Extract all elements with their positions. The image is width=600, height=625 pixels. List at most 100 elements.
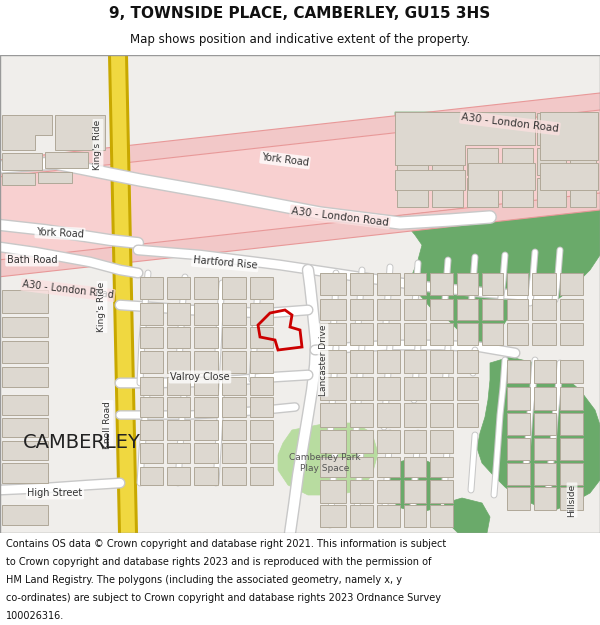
Polygon shape	[457, 299, 478, 320]
Polygon shape	[140, 277, 163, 299]
Polygon shape	[194, 351, 218, 373]
Polygon shape	[320, 457, 346, 477]
Polygon shape	[320, 403, 346, 427]
Text: King's Ride: King's Ride	[97, 282, 107, 332]
Polygon shape	[404, 457, 426, 477]
Text: Bath Road: Bath Road	[7, 255, 57, 265]
Polygon shape	[250, 327, 273, 348]
Polygon shape	[2, 367, 48, 387]
Polygon shape	[350, 480, 373, 503]
Polygon shape	[320, 299, 346, 320]
Polygon shape	[194, 420, 218, 440]
Polygon shape	[404, 323, 426, 345]
Polygon shape	[320, 323, 346, 345]
Polygon shape	[250, 303, 273, 325]
Polygon shape	[560, 387, 583, 410]
Polygon shape	[320, 505, 346, 527]
Text: High Street: High Street	[28, 488, 83, 498]
Polygon shape	[457, 350, 478, 373]
Polygon shape	[167, 397, 190, 417]
Polygon shape	[432, 178, 463, 207]
Text: CAMBERLEY: CAMBERLEY	[23, 434, 141, 452]
Polygon shape	[507, 273, 528, 295]
Polygon shape	[250, 443, 273, 463]
Polygon shape	[2, 341, 48, 363]
Polygon shape	[2, 463, 48, 483]
Polygon shape	[404, 273, 426, 295]
Polygon shape	[2, 441, 48, 460]
Polygon shape	[397, 113, 428, 145]
Polygon shape	[404, 505, 426, 527]
Polygon shape	[507, 323, 528, 345]
Polygon shape	[560, 360, 583, 383]
Polygon shape	[430, 377, 453, 400]
Polygon shape	[2, 290, 48, 313]
Polygon shape	[222, 443, 246, 463]
Text: York Road: York Road	[36, 227, 84, 239]
Polygon shape	[350, 403, 373, 427]
Polygon shape	[457, 377, 478, 400]
Polygon shape	[404, 403, 426, 427]
Polygon shape	[377, 430, 400, 453]
Polygon shape	[507, 413, 530, 435]
Polygon shape	[140, 397, 163, 417]
Polygon shape	[0, 110, 600, 260]
Polygon shape	[38, 172, 72, 183]
Polygon shape	[570, 148, 596, 175]
Polygon shape	[467, 148, 498, 175]
Polygon shape	[2, 395, 48, 415]
Polygon shape	[477, 357, 600, 510]
Polygon shape	[432, 113, 463, 145]
Polygon shape	[430, 273, 453, 295]
Polygon shape	[534, 438, 556, 460]
Polygon shape	[350, 430, 373, 453]
Polygon shape	[250, 351, 273, 373]
Polygon shape	[560, 438, 583, 460]
Polygon shape	[167, 443, 190, 463]
Polygon shape	[397, 148, 428, 175]
Polygon shape	[377, 377, 400, 400]
Polygon shape	[194, 377, 218, 395]
Polygon shape	[140, 467, 163, 485]
Polygon shape	[507, 360, 530, 383]
Text: Lancaster Drive: Lancaster Drive	[319, 324, 328, 396]
Polygon shape	[140, 327, 163, 348]
Polygon shape	[430, 430, 453, 453]
Polygon shape	[467, 113, 498, 145]
Polygon shape	[350, 273, 373, 295]
Polygon shape	[404, 299, 426, 320]
Polygon shape	[560, 323, 583, 345]
Polygon shape	[395, 112, 535, 165]
Polygon shape	[320, 350, 346, 373]
Polygon shape	[430, 299, 453, 320]
Polygon shape	[350, 299, 373, 320]
Polygon shape	[250, 467, 273, 485]
Text: to Crown copyright and database rights 2023 and is reproduced with the permissio: to Crown copyright and database rights 2…	[6, 558, 431, 568]
Polygon shape	[222, 397, 246, 417]
Text: Valroy Close: Valroy Close	[170, 372, 230, 382]
Text: 9, TOWNSIDE PLACE, CAMBERLEY, GU15 3HS: 9, TOWNSIDE PLACE, CAMBERLEY, GU15 3HS	[109, 6, 491, 21]
Polygon shape	[320, 273, 346, 295]
Polygon shape	[2, 317, 48, 337]
Polygon shape	[250, 277, 273, 299]
Polygon shape	[167, 377, 190, 395]
Polygon shape	[108, 55, 138, 533]
Text: Knoll Road: Knoll Road	[104, 401, 113, 449]
Polygon shape	[222, 351, 246, 373]
Polygon shape	[430, 350, 453, 373]
Polygon shape	[167, 303, 190, 325]
Polygon shape	[250, 420, 273, 440]
Text: A30 - London Road: A30 - London Road	[291, 206, 389, 228]
Text: York Road: York Road	[260, 152, 310, 168]
Polygon shape	[111, 55, 135, 533]
Polygon shape	[397, 178, 428, 207]
Polygon shape	[194, 277, 218, 299]
Polygon shape	[534, 360, 556, 383]
Polygon shape	[140, 377, 163, 395]
Polygon shape	[377, 480, 400, 503]
Polygon shape	[430, 480, 453, 503]
Polygon shape	[194, 303, 218, 325]
Polygon shape	[432, 148, 463, 175]
Polygon shape	[430, 403, 453, 427]
Polygon shape	[382, 112, 600, 350]
